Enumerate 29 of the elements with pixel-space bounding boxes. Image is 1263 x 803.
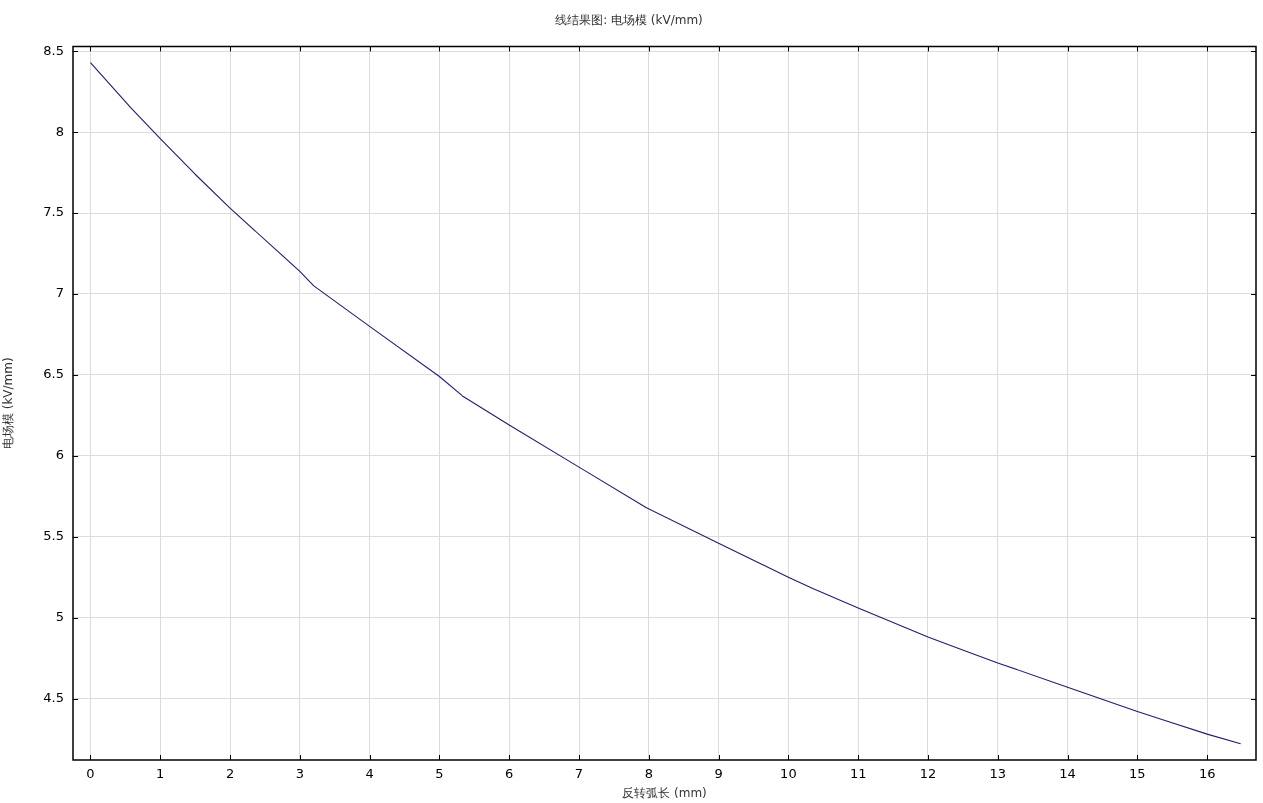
- x-tick-label: 16: [1198, 766, 1216, 782]
- x-tick-label: 0: [86, 766, 95, 782]
- y-tick-label: 4.5: [43, 689, 64, 705]
- x-tick-label: 2: [225, 766, 235, 782]
- x-tick-label: 14: [1059, 766, 1076, 782]
- y-tick-label: 8: [55, 123, 64, 139]
- y-tick-label: 7.5: [43, 204, 64, 220]
- y-tick-label: 8.5: [43, 42, 64, 58]
- x-tick-label: 15: [1129, 766, 1146, 782]
- x-tick-label: 13: [989, 766, 1007, 782]
- y-tick-label: 6.5: [43, 366, 64, 382]
- x-axis-title: 反转弧长 (mm): [622, 785, 707, 800]
- y-tick-label: 6: [55, 447, 64, 463]
- x-tick-label: 8: [644, 766, 653, 782]
- y-tick-label: 5.5: [43, 528, 64, 544]
- x-tick-label: 7: [574, 766, 584, 782]
- x-tick-label: 11: [849, 766, 867, 782]
- y-axis-title: 电场模 (kV/mm): [1, 357, 16, 450]
- x-tick-label: 9: [714, 766, 723, 782]
- y-tick-label: 5: [55, 608, 64, 624]
- x-tick-label: 4: [365, 766, 374, 782]
- x-tick-label: 10: [780, 766, 797, 782]
- y-tick-label: 7: [55, 285, 64, 301]
- x-tick-label: 1: [156, 766, 165, 782]
- x-tick-label: 3: [295, 766, 304, 782]
- x-tick-label: 12: [919, 766, 937, 782]
- chart-title: 线结果图: 电场模 (kV/mm): [555, 13, 703, 28]
- x-tick-label: 6: [505, 766, 514, 782]
- x-tick-label: 5: [435, 766, 444, 782]
